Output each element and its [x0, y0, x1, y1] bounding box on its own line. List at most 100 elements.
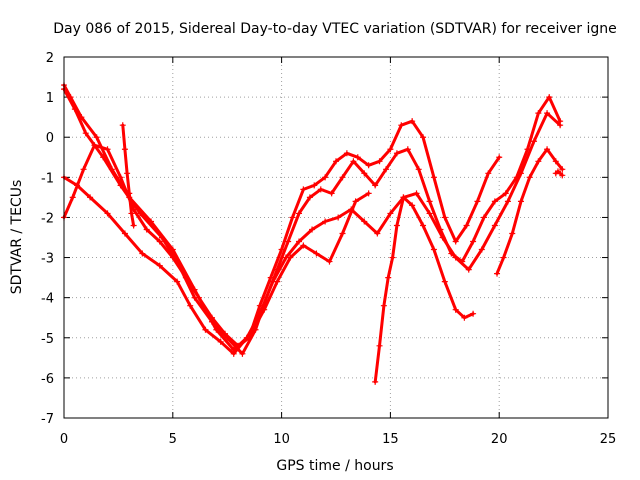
data-point: [480, 214, 487, 221]
data-point: [71, 106, 78, 113]
data-point: [328, 190, 335, 197]
y-tick-label: -1: [41, 171, 54, 186]
data-point: [387, 210, 394, 217]
x-tick-label: 25: [600, 432, 617, 447]
data-point: [385, 274, 392, 281]
x-tick-label: 5: [169, 432, 177, 447]
data-point: [470, 310, 477, 317]
data-point: [300, 186, 307, 193]
data-point: [544, 110, 551, 117]
data-series: [61, 82, 566, 385]
data-point: [494, 270, 501, 277]
data-point: [285, 238, 292, 245]
data-point: [430, 246, 437, 253]
y-tick-label: -5: [41, 332, 54, 347]
data-point: [350, 158, 357, 165]
data-point: [461, 314, 468, 321]
data-point: [296, 238, 303, 245]
data-point: [91, 142, 98, 149]
data-point: [343, 150, 350, 157]
data-point: [465, 266, 472, 273]
x-tick-label: 0: [60, 432, 68, 447]
data-point: [413, 190, 420, 197]
data-point: [415, 166, 422, 173]
y-axis-label: SDTVAR / TECUs: [9, 180, 25, 295]
data-point: [387, 146, 394, 153]
grid: [64, 57, 608, 418]
data-point: [202, 326, 209, 333]
data-point: [69, 194, 76, 201]
data-point: [517, 170, 524, 177]
data-point: [322, 174, 329, 181]
data-point: [393, 150, 400, 157]
data-point: [143, 226, 150, 233]
data-point: [137, 210, 144, 217]
series-track-h: [119, 122, 137, 229]
data-point: [420, 222, 427, 229]
data-point: [361, 218, 368, 225]
data-point: [509, 230, 516, 237]
data-point: [491, 198, 498, 205]
data-point: [322, 218, 329, 225]
data-point: [441, 214, 448, 221]
data-point: [158, 234, 165, 241]
series-track-e: [372, 194, 477, 385]
data-point: [420, 134, 427, 141]
data-point: [261, 306, 268, 313]
data-point: [485, 170, 492, 177]
data-point: [517, 198, 524, 205]
data-point: [502, 190, 509, 197]
data-point: [313, 250, 320, 257]
series-track-c: [61, 110, 564, 357]
chart-title: Day 086 of 2015, Sidereal Day-to-day VTE…: [53, 21, 616, 37]
data-point: [430, 174, 437, 181]
data-point: [365, 190, 372, 197]
data-point: [100, 154, 107, 161]
data-point: [182, 274, 189, 281]
data-point: [354, 154, 361, 161]
data-point: [139, 250, 146, 257]
series-track-g: [552, 168, 566, 179]
series-line: [62, 87, 562, 356]
data-point: [383, 166, 390, 173]
data-point: [208, 314, 215, 321]
data-point: [400, 194, 407, 201]
data-point: [352, 198, 359, 205]
data-point: [195, 294, 202, 301]
data-point: [559, 172, 566, 179]
data-point: [376, 158, 383, 165]
data-point: [104, 210, 111, 217]
data-point: [426, 198, 433, 205]
data-point: [544, 146, 551, 153]
data-point: [535, 158, 542, 165]
y-tick-label: 2: [46, 51, 54, 66]
data-point: [306, 194, 313, 201]
x-tick-label: 15: [382, 432, 399, 447]
data-point: [409, 202, 416, 209]
data-point: [128, 210, 135, 217]
data-point: [535, 110, 542, 117]
series-line: [62, 111, 562, 356]
data-point: [296, 210, 303, 217]
data-point: [87, 194, 94, 201]
data-point: [372, 378, 379, 385]
y-tick-label: -6: [41, 372, 54, 387]
data-point: [248, 330, 255, 337]
series-line: [495, 147, 564, 276]
data-point: [333, 158, 339, 165]
y-tick-label: 0: [46, 131, 54, 146]
data-point: [104, 146, 111, 153]
data-point: [361, 170, 368, 177]
data-point: [156, 262, 163, 269]
data-point: [339, 174, 346, 181]
plot-frame: [63, 56, 609, 419]
data-point: [174, 278, 181, 285]
y-tick-label: -2: [41, 211, 54, 226]
data-point: [478, 246, 485, 253]
series-line: [62, 143, 371, 348]
data-point: [474, 198, 481, 205]
data-point: [169, 254, 176, 261]
data-point: [452, 306, 459, 313]
series-line: [554, 169, 564, 177]
data-point: [287, 254, 294, 261]
